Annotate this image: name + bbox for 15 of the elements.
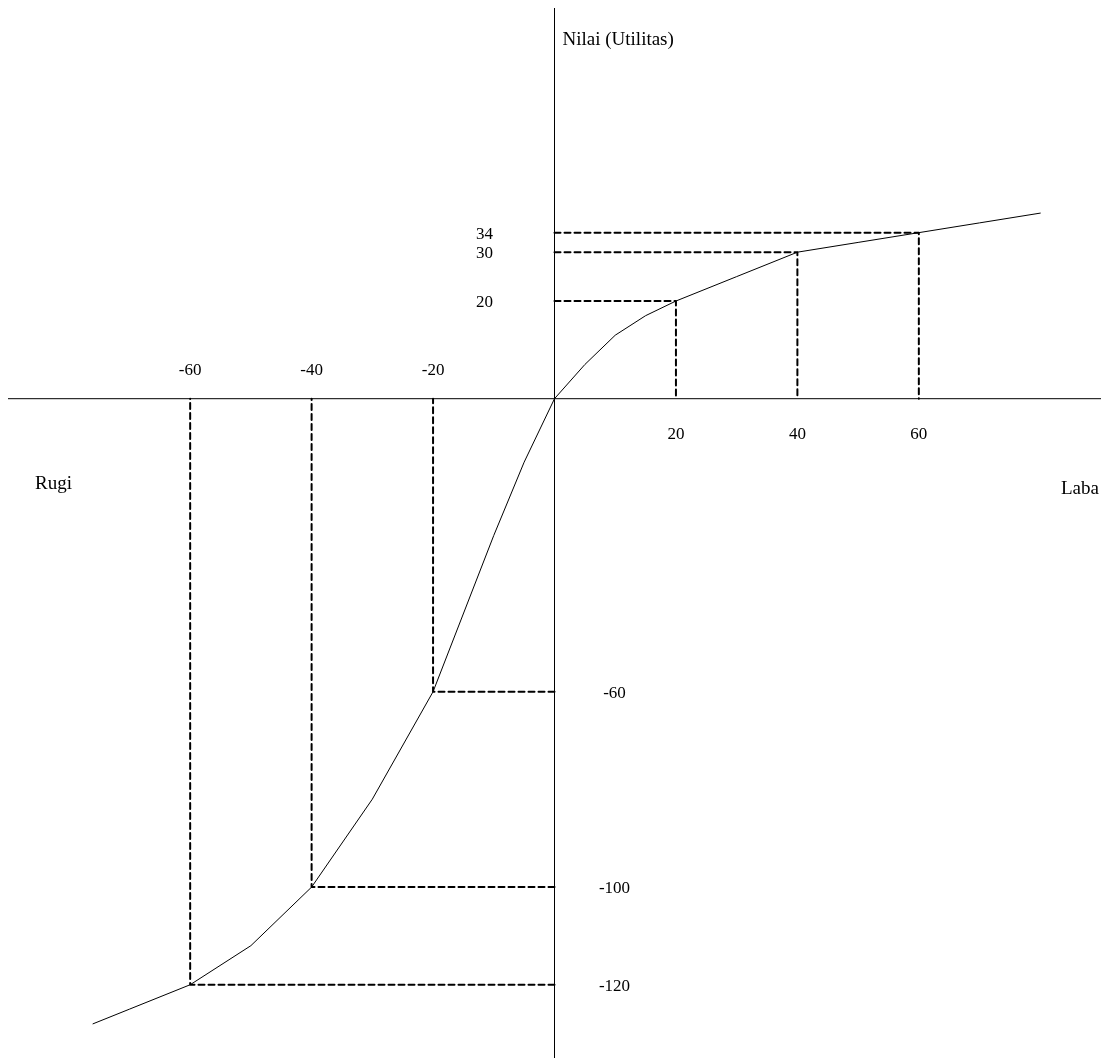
annotation: Rugi [35,471,72,493]
x-axis-title: Laba [1061,476,1100,498]
y-tick-label: -120 [598,975,631,995]
y2-tick-label: 30 [476,243,493,263]
x-tick-label: 40 [788,423,806,443]
y2-tick-label: 20 [476,292,493,312]
x2-tick-label: -40 [300,359,323,379]
y-tick-label: -60 [603,682,626,702]
y2-tick-label: 34 [476,223,494,243]
x-tick-label: 60 [910,423,928,443]
x2-tick-label: -60 [178,359,202,379]
x-tick-label: 20 [667,423,685,443]
y-tick-label: -100 [598,878,631,898]
x2-tick-label: -20 [421,359,445,379]
y-axis-title: Nilai (Utilitas) [562,28,674,50]
